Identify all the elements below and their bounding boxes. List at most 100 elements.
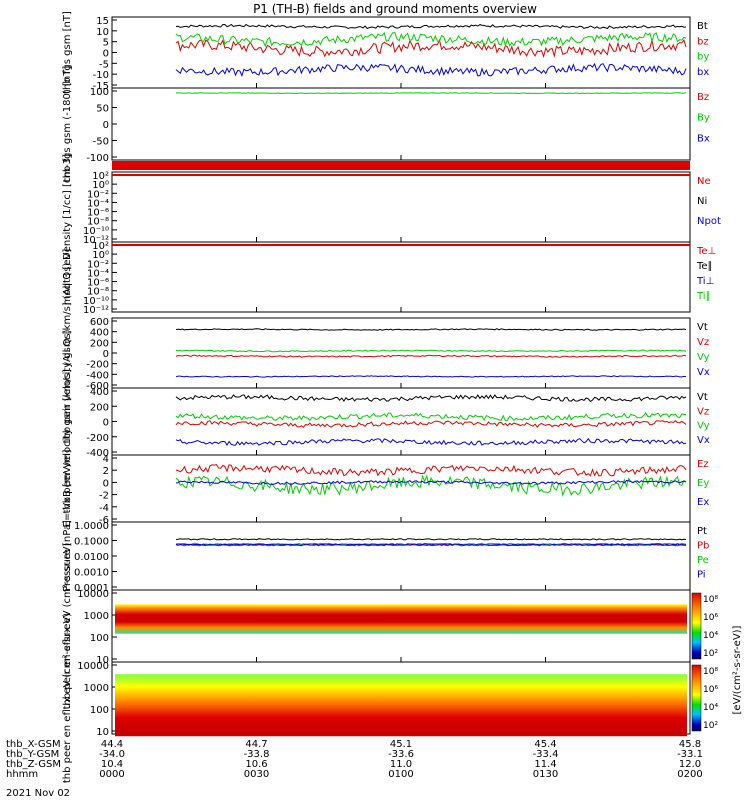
x-tick-label: -34.0 xyxy=(99,749,125,760)
y-axis-label: Density [1/cc] [cm-3] xyxy=(62,154,73,260)
y-tick-label: 1000 xyxy=(84,683,109,694)
legend-Pt: Pt xyxy=(697,526,707,537)
x-tick-label: 45.8 xyxy=(679,739,701,750)
panel-4: 10²10⁰10⁻²10⁻⁴10⁻⁶10⁻⁸10⁻¹⁰10⁻¹²Density … xyxy=(62,154,721,260)
colorbar-tick: 10² xyxy=(703,721,718,731)
y-axis-label: thb peir en eflux eV (cm²-s-sr-eV) xyxy=(62,542,73,709)
y-tick-label: 10 xyxy=(96,727,109,738)
panel-frame xyxy=(111,317,691,389)
series-Bt xyxy=(175,23,687,30)
panel-8: 420 -2-4-6 E=-VxB [mV/m] Ez Ey Ex xyxy=(62,449,709,527)
panel-2: 100 50 0 -50 -100 thb fgs gsm (-180) [nT] Bz By… xyxy=(62,66,710,183)
y-tick-label: 0 xyxy=(103,418,109,429)
legend-bz: bz xyxy=(697,36,709,47)
series-bz xyxy=(175,38,687,59)
y-tick-label: -50 xyxy=(93,137,109,148)
series-Vx xyxy=(175,375,687,378)
x-tick-label: -33.6 xyxy=(388,749,414,760)
x-row-label: hhmm xyxy=(6,769,38,780)
heatmap-fill xyxy=(115,604,687,634)
footer-date: 2021 Nov 02 xyxy=(6,788,70,799)
y-tick-label: -10 xyxy=(93,70,109,81)
x-tick-label: 45.1 xyxy=(390,739,412,750)
x-row-label: thb_Z-GSM xyxy=(6,759,61,770)
y-tick-label: 10⁻⁶ xyxy=(87,208,109,219)
y-tick-label: 0 xyxy=(103,120,109,131)
y-tick-label: -5 xyxy=(99,59,109,70)
y-axis-label: thb fgs gsm [nT] xyxy=(62,11,73,94)
series-Vz xyxy=(175,354,687,358)
y-tick-label: -4 xyxy=(99,503,109,514)
legend-Pe: Pe xyxy=(697,555,709,566)
x-tick-label: 45.4 xyxy=(534,739,556,750)
series-Vy xyxy=(175,412,687,422)
legend-Vt: Vt xyxy=(697,392,708,403)
x-tick-label: -33.8 xyxy=(244,749,270,760)
legend-Vx: Vx xyxy=(697,435,710,446)
y-tick-label: 100 xyxy=(90,87,109,98)
panel-frame xyxy=(111,521,691,591)
figure-title: P1 (TH-B) fields and ground moments over… xyxy=(253,2,537,16)
x-tick-label: 10.4 xyxy=(101,759,123,770)
y-tick-label: -6 xyxy=(99,515,109,526)
x-tick-label: 10.6 xyxy=(245,759,267,770)
y-tick-label: 10000 xyxy=(77,661,109,672)
y-tick-label: -200 xyxy=(86,360,109,371)
y-tick-label: 400 xyxy=(90,387,109,398)
legend-Ex: Ex xyxy=(697,497,709,508)
colorbar xyxy=(691,664,702,732)
y-axis-label: thb peir velocity gsm [km/s] (All Qs) xyxy=(62,263,73,444)
series-Vx xyxy=(175,437,687,446)
y-tick-label: 2 xyxy=(103,466,109,477)
y-tick-label: 400 xyxy=(90,328,109,339)
y-tick-label: 1.0000 xyxy=(74,521,109,532)
colorbar-tick: 10⁸ xyxy=(703,667,718,677)
colorbar xyxy=(691,592,702,660)
y-tick-label: -400 xyxy=(86,370,109,381)
legend-by: by xyxy=(697,52,709,63)
legend-Npot: Npot xyxy=(697,216,721,227)
series-Vy xyxy=(175,349,687,353)
y-tick-label: 15 xyxy=(96,16,109,27)
y-tick-label: 4 xyxy=(103,454,109,465)
y-tick-label: 10⁻² xyxy=(87,259,109,270)
y-tick-label: 0.0010 xyxy=(74,568,109,579)
y-tick-label: 100 xyxy=(90,633,109,644)
panel-frame xyxy=(111,87,691,161)
y-tick-label: 10⁻⁸ xyxy=(87,287,109,298)
series-By xyxy=(176,92,687,95)
legend-Pb: Pb xyxy=(697,541,709,552)
y-tick-label: 10⁻⁶ xyxy=(87,278,109,289)
series-Ez xyxy=(175,464,687,477)
legend-Ti∥: Ti∥ xyxy=(696,291,711,302)
y-axis-label: thb peer en eflux eV (cm²-s-sr-eV) xyxy=(62,613,73,783)
legend-Bz: Bz xyxy=(697,92,709,103)
y-tick-label: 10² xyxy=(92,241,109,252)
legend-By: By xyxy=(697,113,710,124)
colorbar-tick: 10⁶ xyxy=(703,613,718,623)
colorbar-tick: 10⁴ xyxy=(703,703,718,713)
y-tick-label: -600 xyxy=(86,381,109,392)
series-Vt xyxy=(175,394,687,403)
legend-Vy: Vy xyxy=(697,421,710,432)
x-tick-label: 44.7 xyxy=(245,739,267,750)
legend-Vz: Vz xyxy=(697,337,709,348)
series-by xyxy=(175,31,687,48)
y-tick-label: 0 xyxy=(103,49,109,60)
panel-10: 10000 1000 100 10 thb peir en eflux eV (cm²-… xyxy=(62,542,718,709)
series-Ex xyxy=(175,479,687,485)
y-tick-label: 10000 xyxy=(77,589,109,600)
y-axis-label: thb fgs gsm (-180) [nT] xyxy=(62,66,73,183)
legend-Ez: Ez xyxy=(697,459,709,470)
series-Ey xyxy=(175,474,687,497)
y-tick-label: 0 xyxy=(103,478,109,489)
x-tick-label: 0200 xyxy=(677,769,702,780)
y-tick-label: 10² xyxy=(92,171,109,182)
y-tick-label: 10⁻² xyxy=(87,189,109,200)
